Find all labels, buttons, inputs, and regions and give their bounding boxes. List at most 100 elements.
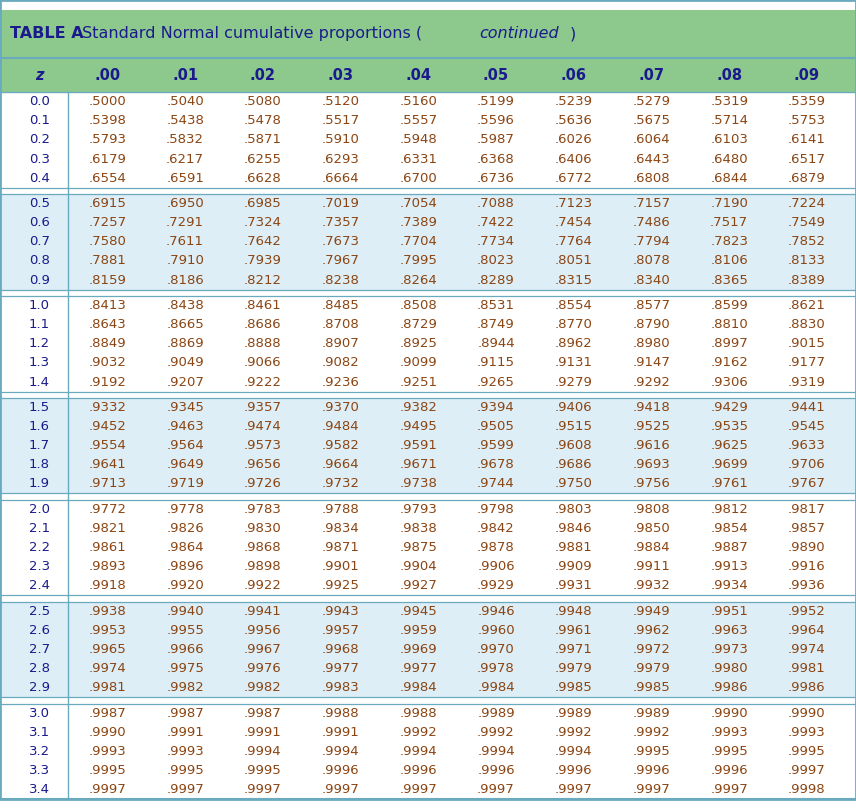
Bar	[0, 704, 856, 723]
Text: .9719: .9719	[166, 477, 204, 490]
Bar	[0, 538, 856, 557]
Text: .8944: .8944	[477, 337, 514, 350]
Text: .6950: .6950	[166, 197, 204, 210]
Text: .6026: .6026	[555, 133, 592, 146]
Text: .9976: .9976	[244, 663, 282, 676]
Text: .5279: .5279	[633, 95, 670, 108]
Text: .9049: .9049	[166, 357, 204, 370]
Text: .9099: .9099	[400, 357, 437, 370]
Text: .9970: .9970	[477, 643, 514, 656]
Text: .9798: .9798	[477, 503, 514, 516]
Text: .9993: .9993	[710, 726, 748, 739]
Text: .9671: .9671	[399, 459, 437, 472]
Text: .6808: .6808	[633, 172, 670, 184]
Text: .6368: .6368	[477, 153, 514, 166]
Bar	[0, 270, 856, 290]
Text: .8212: .8212	[244, 273, 282, 286]
Text: .9842: .9842	[477, 522, 514, 535]
Text: .9265: .9265	[477, 375, 515, 388]
Text: .9864: .9864	[166, 541, 204, 554]
Text: .9830: .9830	[244, 522, 282, 535]
Text: .5714: .5714	[710, 114, 748, 127]
Text: .9991: .9991	[244, 726, 282, 739]
Bar	[0, 742, 856, 761]
Text: .9996: .9996	[322, 765, 360, 777]
Text: .9959: .9959	[400, 624, 437, 637]
Text: .9986: .9986	[788, 681, 826, 694]
Text: .6179: .6179	[88, 153, 127, 166]
Text: .9989: .9989	[477, 707, 514, 720]
Text: .8869: .8869	[166, 337, 204, 350]
Text: .5239: .5239	[555, 95, 592, 108]
Text: .7123: .7123	[555, 197, 592, 210]
Text: .6064: .6064	[633, 133, 670, 146]
Text: .9306: .9306	[710, 375, 748, 388]
Text: 1.8: 1.8	[29, 459, 50, 472]
Text: .9429: .9429	[710, 401, 748, 414]
Text: .7324: .7324	[244, 216, 282, 229]
Text: .8508: .8508	[400, 299, 437, 312]
Text: .7704: .7704	[399, 235, 437, 248]
Text: .7257: .7257	[88, 216, 127, 229]
Text: .9964: .9964	[788, 624, 826, 637]
Text: .8830: .8830	[788, 318, 826, 331]
Text: .8643: .8643	[88, 318, 126, 331]
Text: .8810: .8810	[710, 318, 748, 331]
Text: .8962: .8962	[555, 337, 592, 350]
Text: .9979: .9979	[633, 663, 670, 676]
Text: .9997: .9997	[710, 783, 748, 796]
Text: .02: .02	[250, 68, 276, 83]
Text: .9871: .9871	[322, 541, 360, 554]
Text: 2.7: 2.7	[29, 643, 50, 656]
Text: .7939: .7939	[244, 255, 282, 268]
Text: .9994: .9994	[555, 745, 592, 758]
Text: .9750: .9750	[555, 477, 592, 490]
Text: .8980: .8980	[633, 337, 670, 350]
Text: .6480: .6480	[710, 153, 748, 166]
Text: .9996: .9996	[555, 765, 592, 777]
Text: .9817: .9817	[788, 503, 826, 516]
Bar	[0, 296, 856, 316]
Text: .9997: .9997	[477, 783, 514, 796]
Text: .6628: .6628	[244, 172, 282, 184]
Bar	[0, 232, 856, 252]
Text: .9916: .9916	[788, 561, 826, 574]
Text: .9992: .9992	[400, 726, 437, 739]
Text: .6406: .6406	[555, 153, 592, 166]
Text: .9983: .9983	[322, 681, 360, 694]
Text: .9965: .9965	[88, 643, 126, 656]
Text: .9901: .9901	[322, 561, 360, 574]
Bar	[0, 474, 856, 493]
Bar	[0, 602, 856, 621]
Text: 1.0: 1.0	[29, 299, 50, 312]
Text: .9032: .9032	[88, 357, 127, 370]
Text: .9625: .9625	[710, 439, 748, 452]
Text: .9995: .9995	[788, 745, 826, 758]
Text: .5753: .5753	[788, 114, 826, 127]
Text: .9982: .9982	[166, 681, 204, 694]
Text: .8340: .8340	[633, 273, 670, 286]
Text: 1.5: 1.5	[29, 401, 50, 414]
Bar	[0, 372, 856, 392]
Text: .9984: .9984	[477, 681, 514, 694]
Text: .9967: .9967	[244, 643, 282, 656]
Text: .9251: .9251	[399, 375, 437, 388]
Text: .07: .07	[639, 68, 664, 83]
Text: .9838: .9838	[400, 522, 437, 535]
Text: .8577: .8577	[633, 299, 670, 312]
Bar	[0, 334, 856, 354]
Text: .7088: .7088	[477, 197, 514, 210]
Text: .8531: .8531	[477, 299, 515, 312]
Text: .9564: .9564	[166, 439, 204, 452]
Text: .7291: .7291	[166, 216, 204, 229]
Text: .9535: .9535	[710, 420, 748, 433]
Bar	[0, 761, 856, 780]
Text: .9927: .9927	[399, 579, 437, 592]
Text: .9934: .9934	[710, 579, 748, 592]
Text: .9925: .9925	[322, 579, 360, 592]
Text: .9956: .9956	[244, 624, 282, 637]
Bar	[0, 557, 856, 576]
Text: .9591: .9591	[399, 439, 437, 452]
Text: .6985: .6985	[244, 197, 282, 210]
Text: .5557: .5557	[399, 114, 437, 127]
